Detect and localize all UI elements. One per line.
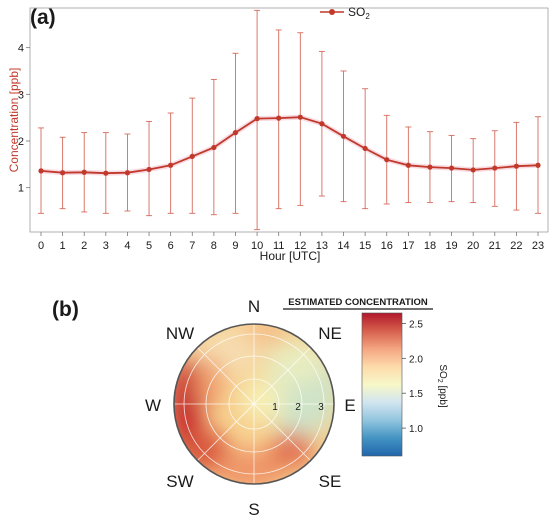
x-tick-label-21: 21 xyxy=(489,240,501,252)
radial-tick-3: 3 xyxy=(318,402,324,413)
x-tick-label-0: 0 xyxy=(38,240,44,252)
direction-w: W xyxy=(145,396,161,415)
data-point-6 xyxy=(168,162,174,168)
polar-outline xyxy=(173,323,335,485)
data-point-7 xyxy=(189,153,195,159)
plot-frame xyxy=(29,7,549,233)
direction-s: S xyxy=(248,500,259,519)
data-point-11 xyxy=(276,115,282,121)
data-point-22 xyxy=(513,163,519,169)
colorbar-label: SO2 [ppb] xyxy=(436,364,448,408)
x-tick-label-11: 11 xyxy=(273,240,284,252)
direction-ne: NE xyxy=(318,324,342,343)
legend: SO2 xyxy=(320,5,370,21)
legend-marker xyxy=(329,9,335,15)
data-point-18 xyxy=(427,164,433,170)
data-point-3 xyxy=(103,170,109,176)
polar-grid xyxy=(174,324,334,484)
x-tick-label-17: 17 xyxy=(402,240,414,252)
x-tick-label-12: 12 xyxy=(294,240,306,252)
panel-a-label: (a) xyxy=(30,6,56,29)
x-tick-label-16: 16 xyxy=(381,240,393,252)
data-point-10 xyxy=(254,116,260,122)
y-tick-label-2: 2 xyxy=(18,136,24,148)
colorbar-tick-label-2.5: 2.5 xyxy=(409,319,423,330)
y-tick-label-3: 3 xyxy=(18,89,24,101)
x-tick-label-13: 13 xyxy=(316,240,328,252)
x-tick-label-20: 20 xyxy=(467,240,479,252)
x-tick-label-5: 5 xyxy=(146,240,152,252)
data-point-15 xyxy=(362,145,368,152)
x-tick-label-8: 8 xyxy=(211,240,217,252)
direction-n: N xyxy=(248,297,260,316)
data-point-17 xyxy=(405,162,411,168)
x-tick-label-3: 3 xyxy=(103,240,109,252)
x-tick-label-23: 23 xyxy=(532,240,544,252)
data-point-1 xyxy=(60,170,66,176)
colorbar-tick-label-1.5: 1.5 xyxy=(409,389,423,400)
legend-label: SO2 xyxy=(348,5,370,21)
direction-e: E xyxy=(344,396,355,415)
data-point-0 xyxy=(38,168,44,174)
data-point-13 xyxy=(319,121,325,127)
x-tick-label-14: 14 xyxy=(337,240,349,252)
direction-sw: SW xyxy=(166,472,193,491)
data-point-2 xyxy=(81,169,87,175)
x-axis-title: Hour [UTC] xyxy=(260,249,321,263)
colorbar-ticks: 1.0 1.5 2.0 2.5 xyxy=(402,319,423,435)
data-point-20 xyxy=(470,167,476,173)
y-tick-label-4: 4 xyxy=(18,43,24,55)
colorbar-bar xyxy=(361,312,403,457)
x-tick-label-7: 7 xyxy=(189,240,195,252)
data-point-23 xyxy=(535,162,541,168)
colorbar: ESTIMATED CONCENTRATION 1.0 1.5 2.0 2.5 SO2… xyxy=(283,297,448,457)
direction-nw: NW xyxy=(166,324,194,343)
colorbar-tick-label-1.0: 1.0 xyxy=(409,424,423,435)
data-point-5 xyxy=(146,166,152,173)
x-tick-label-1: 1 xyxy=(60,240,66,252)
data-point-4 xyxy=(124,170,131,176)
x-tick-label-10: 10 xyxy=(251,240,263,252)
panel-b-label: (b) xyxy=(52,298,79,321)
series-halo xyxy=(40,114,539,176)
data-point-21 xyxy=(492,165,498,171)
x-tick-label-22: 22 xyxy=(510,240,522,252)
y-axis-title: Concentration [ppb] xyxy=(7,68,21,173)
series-line-so2 xyxy=(40,116,539,175)
data-point-8 xyxy=(211,144,217,151)
colorbar-tick-label-2.0: 2.0 xyxy=(409,354,423,365)
data-point-19 xyxy=(448,165,455,171)
colorbar-title: ESTIMATED CONCENTRATION xyxy=(288,297,428,308)
x-tick-label-18: 18 xyxy=(424,240,436,252)
radial-tick-1: 1 xyxy=(272,402,278,413)
x-tick-label-4: 4 xyxy=(124,240,130,252)
data-point-9 xyxy=(232,130,239,136)
data-point-12 xyxy=(297,114,303,120)
polar-plot: 1 2 3 N NE E SE S SW W NW xyxy=(145,297,356,519)
radial-tick-2: 2 xyxy=(295,402,301,413)
x-tick-label-6: 6 xyxy=(168,240,174,252)
x-tick-label-19: 19 xyxy=(445,240,457,252)
x-tick-label-2: 2 xyxy=(81,240,87,252)
data-point-16 xyxy=(384,157,390,163)
y-tick-label-1: 1 xyxy=(18,183,24,195)
direction-se: SE xyxy=(319,472,342,491)
x-tick-label-9: 9 xyxy=(232,240,238,252)
x-tick-label-15: 15 xyxy=(359,240,371,252)
data-point-14 xyxy=(340,133,347,139)
